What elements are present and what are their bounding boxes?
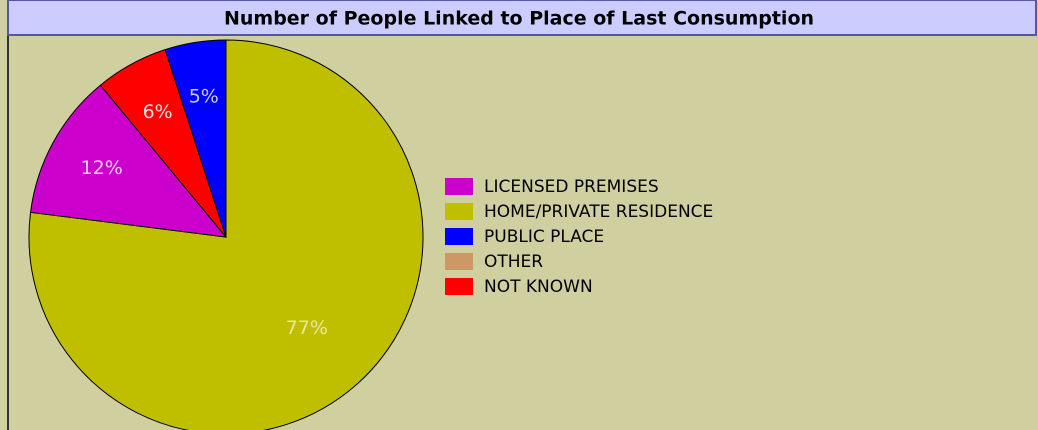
slice-label: 12% [81,157,123,179]
pie-slice [164,39,227,238]
legend-swatch [445,203,473,220]
pie-slice [28,39,424,430]
chart-title: Number of People Linked to Place of Last… [224,8,814,30]
slice-label: 77% [286,317,328,339]
pie: 77% 12% 6% 5% [28,39,424,430]
legend-swatch [445,278,473,295]
legend-label: PUBLIC PLACE [484,227,604,247]
slice-label: 5% [189,85,219,107]
legend-swatch [445,253,473,270]
legend-label: LICENSED PREMISES [484,177,659,197]
legend-swatch [445,228,473,245]
pie-slice [29,84,228,238]
title-bar [7,0,1037,36]
legend-swatch [445,178,473,195]
slice-label: 6% [143,101,173,123]
legend-label: HOME/PRIVATE RESIDENCE [484,202,713,222]
legend-label: OTHER [484,252,543,272]
legend: LICENSED PREMISES HOME/PRIVATE RESIDENCE P… [445,177,713,297]
legend-label: NOT KNOWN [484,277,593,297]
